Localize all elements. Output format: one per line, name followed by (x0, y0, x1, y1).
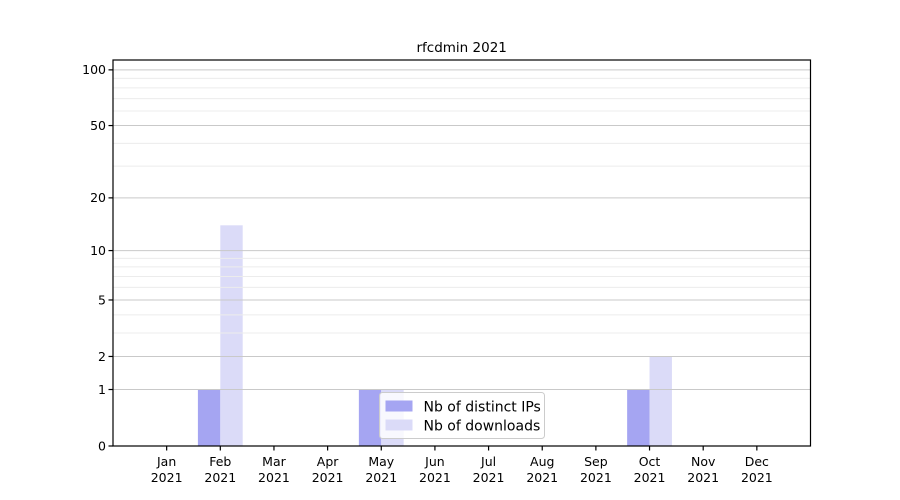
x-tick-label-month: Apr (317, 454, 339, 469)
x-tick-label-month: Sep (584, 454, 608, 469)
x-tick-label-year: 2021 (580, 470, 612, 485)
plot-border (112, 59, 812, 447)
x-tick-label-month: Feb (209, 454, 231, 469)
x-tick-label-month: Jan (156, 454, 176, 469)
y-tick-label: 100 (82, 62, 106, 77)
bar-distinct-ips-may (358, 389, 382, 446)
legend-box (379, 392, 545, 439)
x-tick-label-year: 2021 (473, 470, 505, 485)
y-tick-label: 0 (98, 438, 106, 453)
y-tick-label: 50 (90, 118, 106, 133)
y-tick-label: 5 (98, 292, 106, 307)
x-tick-label-year: 2021 (526, 470, 558, 485)
x-tick-label-year: 2021 (365, 470, 397, 485)
x-tick-label-month: Oct (639, 454, 661, 469)
x-tick-label-month: Jul (480, 454, 496, 469)
x-tick-label-year: 2021 (312, 470, 344, 485)
gridlines (113, 69, 811, 391)
x-tick-label-month: Nov (691, 454, 716, 469)
x-tick-label-year: 2021 (258, 470, 290, 485)
y-tick-label: 20 (90, 190, 106, 205)
x-tick-label-year: 2021 (419, 470, 451, 485)
x-tick-label-year: 2021 (204, 470, 236, 485)
bar-downloads-oct (649, 356, 672, 446)
x-tick-label-month: Dec (745, 454, 769, 469)
x-tick-label-year: 2021 (634, 470, 666, 485)
x-tick-label-month: Aug (530, 454, 554, 469)
bar-distinct-ips-feb (197, 389, 221, 446)
axis-ticks-and-labels: 0125102050100Jan2021Feb2021Mar2021Apr202… (82, 62, 773, 485)
bar-distinct-ips-oct (627, 389, 650, 446)
legend: Nb of distinct IPs Nb of downloads (379, 392, 545, 439)
x-tick-label-year: 2021 (687, 470, 719, 485)
x-tick-label-year: 2021 (151, 470, 183, 485)
x-tick-label-month: Mar (262, 454, 286, 469)
legend-label-distinct-ips: Nb of distinct IPs (424, 400, 541, 416)
x-tick-label-month: May (368, 454, 394, 469)
chart-title: rfcdmin 2021 (416, 40, 506, 56)
bar-downloads-feb (220, 225, 243, 446)
y-tick-label: 10 (90, 243, 106, 258)
legend-swatch-distinct-ips (385, 400, 413, 412)
x-tick-label-year: 2021 (741, 470, 773, 485)
legend-swatch-downloads (385, 419, 413, 431)
y-tick-label: 1 (98, 382, 106, 397)
y-tick-label: 2 (98, 349, 106, 364)
legend-label-downloads: Nb of downloads (424, 419, 541, 435)
x-tick-label-month: Jun (424, 454, 445, 469)
bars (197, 225, 672, 446)
